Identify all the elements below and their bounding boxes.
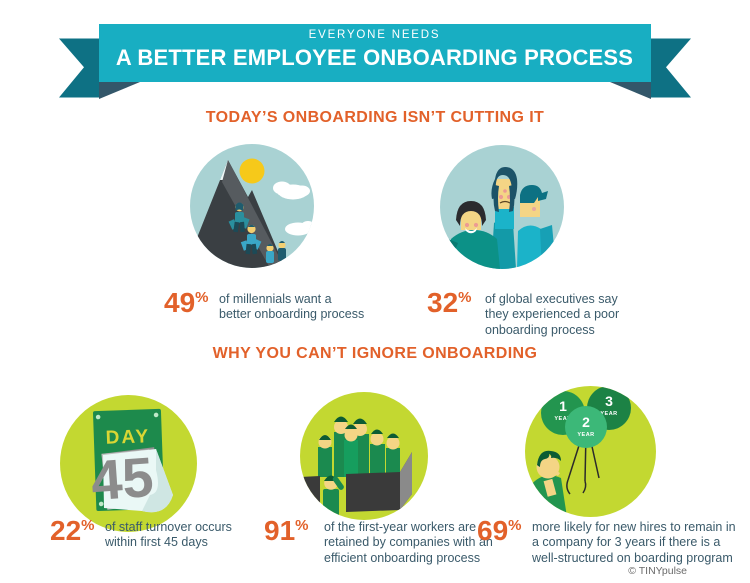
svg-text:1: 1	[559, 398, 567, 414]
svg-text:3: 3	[605, 393, 613, 409]
svg-text:YEAR: YEAR	[577, 432, 594, 438]
svg-text:2: 2	[582, 414, 590, 430]
svg-text:45: 45	[89, 445, 156, 512]
